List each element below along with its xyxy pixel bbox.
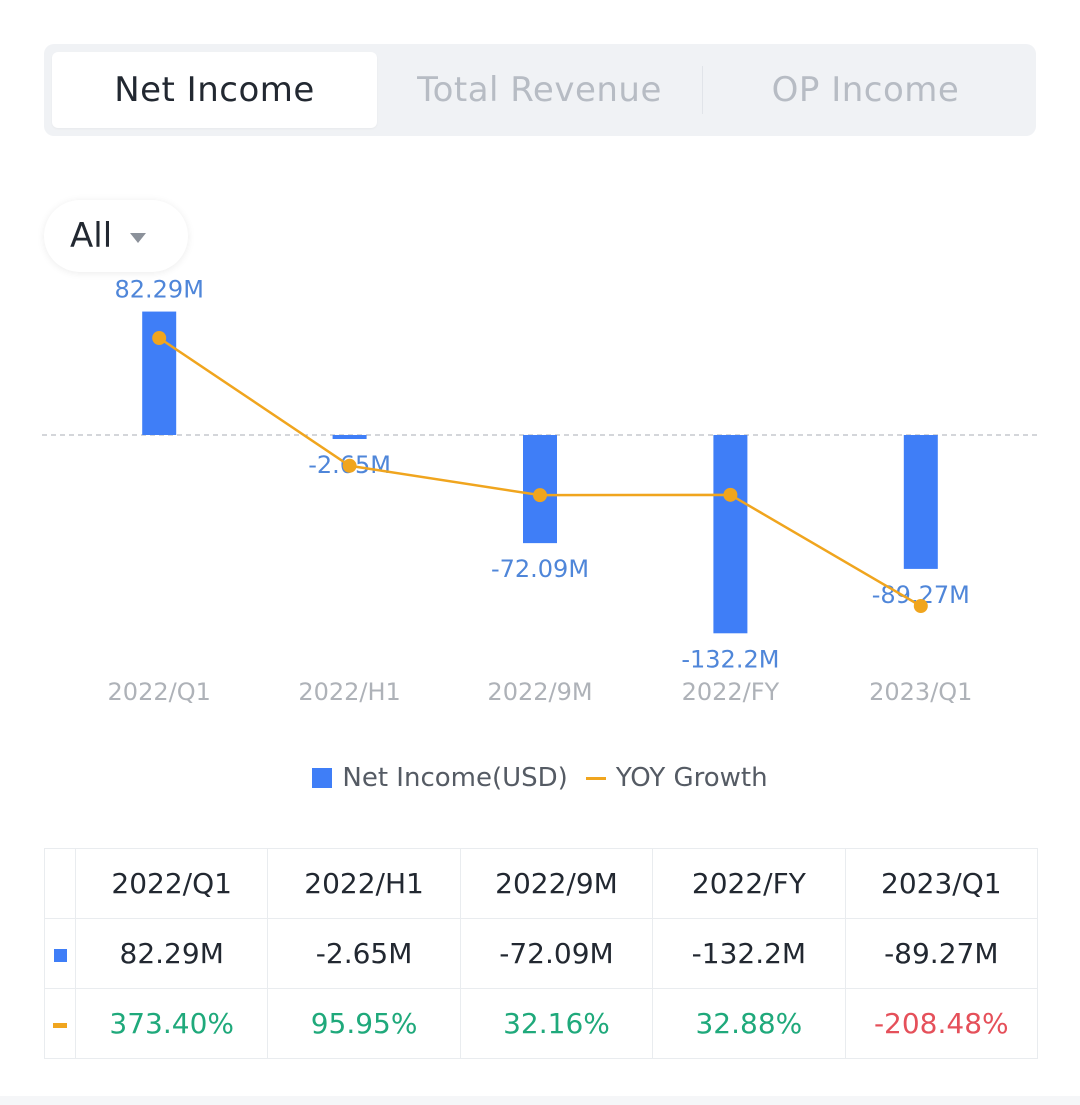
yoy-growth-point[interactable] xyxy=(723,487,738,502)
table-header-cell: 2023/Q1 xyxy=(844,848,1039,919)
x-tick-label: 2022/Q1 xyxy=(108,678,211,706)
table-cell: -2.65M xyxy=(267,918,461,989)
tab-net-income[interactable]: Net Income xyxy=(52,52,377,128)
bar[interactable] xyxy=(332,435,367,439)
table-cell: 95.95% xyxy=(267,988,461,1059)
table-cell: 373.40% xyxy=(74,988,269,1059)
table-cell: 32.16% xyxy=(459,988,654,1059)
table-header-cell: 2022/9M xyxy=(459,848,654,919)
tab-divider xyxy=(702,66,703,114)
chart-legend: Net Income(USD) YOY Growth xyxy=(0,756,1080,800)
yoy-growth-point[interactable] xyxy=(913,599,928,613)
tab-total-revenue[interactable]: Total Revenue xyxy=(417,70,662,110)
x-tick-label: 2022/FY xyxy=(682,678,780,706)
legend-label-net-income: Net Income(USD) xyxy=(342,763,568,793)
legend-item-net-income[interactable]: Net Income(USD) xyxy=(312,763,568,793)
bar[interactable] xyxy=(713,435,748,634)
bar-value-label: -72.09M xyxy=(491,555,589,583)
yoy-growth-point[interactable] xyxy=(342,458,357,473)
tab-op-income[interactable]: OP Income xyxy=(771,70,960,110)
caret-down-icon xyxy=(130,233,147,243)
table-header-cell: 2022/FY xyxy=(652,848,846,919)
data-table: 2022/Q1 2022/H1 2022/9M 2022/FY 2023/Q1 … xyxy=(44,848,1039,1059)
table-cell: 32.88% xyxy=(652,988,846,1059)
period-filter-dropdown[interactable]: All xyxy=(44,200,188,272)
table-cell: 82.29M xyxy=(74,918,269,989)
table-cell: -89.27M xyxy=(844,918,1039,989)
table-marker-cell xyxy=(44,988,76,1059)
bar[interactable] xyxy=(142,311,177,435)
legend-item-yoy-growth[interactable]: YOY Growth xyxy=(585,763,768,793)
table-cell: -72.09M xyxy=(459,918,654,989)
x-tick-label: 2022/H1 xyxy=(298,678,400,706)
bar-swatch-icon xyxy=(312,768,333,788)
table-marker-cell xyxy=(44,918,76,989)
line-swatch-icon xyxy=(53,1022,67,1028)
bar-swatch-icon xyxy=(53,948,67,962)
table-header-cell: 2022/H1 xyxy=(267,848,461,919)
table-corner-cell xyxy=(44,848,76,919)
yoy-growth-point[interactable] xyxy=(533,488,547,503)
bottom-divider xyxy=(0,1096,1080,1105)
net-income-chart: 82.29M-2.65M-72.09M-132.2M-89.27M2022/Q1… xyxy=(42,276,1038,706)
period-filter-value: All xyxy=(70,216,113,256)
table-row-net-income: 82.29M -2.65M -72.09M -132.2M -89.27M xyxy=(44,918,1039,989)
bar[interactable] xyxy=(903,435,938,569)
table-cell: -132.2M xyxy=(652,918,846,989)
x-tick-label: 2023/Q1 xyxy=(869,678,972,706)
bar-value-label: -132.2M xyxy=(681,645,779,673)
table-header-cell: 2022/Q1 xyxy=(74,848,269,919)
line-swatch-icon xyxy=(585,776,606,780)
x-tick-label: 2022/9M xyxy=(487,678,592,706)
bar-value-label: 82.29M xyxy=(114,276,203,304)
table-cell: -208.48% xyxy=(844,988,1039,1059)
metric-tabs: Net Income Total Revenue OP Income xyxy=(44,44,1036,136)
yoy-growth-point[interactable] xyxy=(152,331,167,345)
table-header-row: 2022/Q1 2022/H1 2022/9M 2022/FY 2023/Q1 xyxy=(44,848,1039,919)
table-row-yoy-growth: 373.40% 95.95% 32.16% 32.88% -208.48% xyxy=(44,988,1039,1059)
legend-label-yoy-growth: YOY Growth xyxy=(615,763,768,793)
